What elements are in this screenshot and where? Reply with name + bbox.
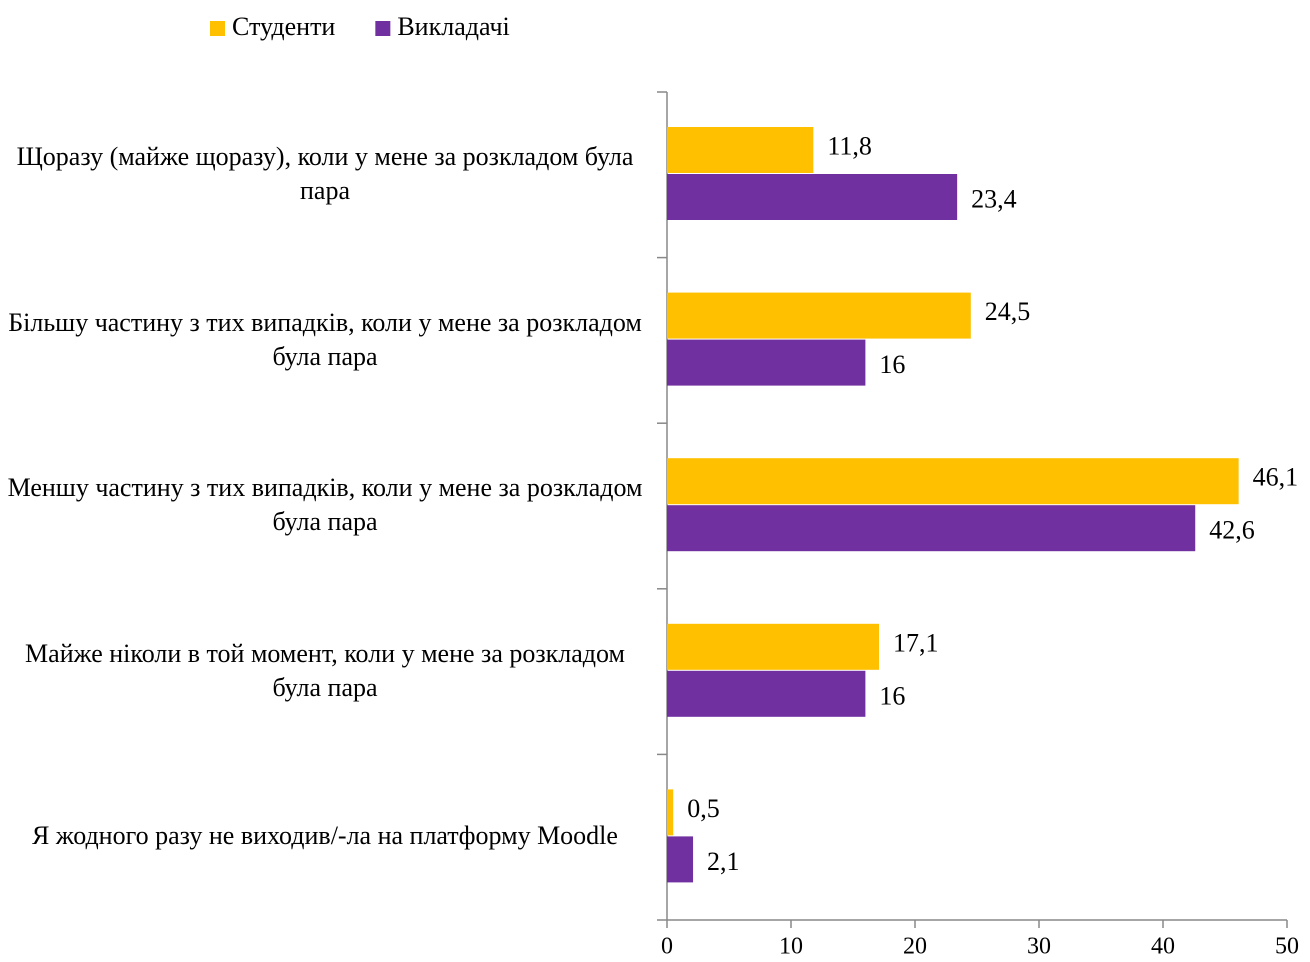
x-tick-label: 0 bbox=[661, 934, 673, 960]
bar bbox=[667, 623, 880, 670]
value-label: 24,5 bbox=[985, 297, 1031, 326]
value-label: 23,4 bbox=[971, 184, 1017, 213]
bar bbox=[667, 339, 866, 386]
x-tick-label: 30 bbox=[1027, 934, 1051, 960]
category-label: Щоразу (майже щоразу), коли у мене за ро… bbox=[16, 142, 634, 205]
category-label: Майже ніколи в той момент, коли у мене з… bbox=[25, 638, 625, 702]
category-label: Більшу частину з тих випадків, коли у ме… bbox=[8, 307, 642, 371]
legend-label: Студенти bbox=[232, 12, 335, 41]
x-tick-label: 50 bbox=[1275, 934, 1299, 960]
category-label: Меншу частину з тих випадків, коли у мен… bbox=[7, 473, 643, 537]
bar bbox=[667, 789, 674, 836]
legend-label: Викладачі bbox=[397, 12, 509, 41]
bar bbox=[667, 292, 971, 339]
bar bbox=[667, 174, 958, 220]
value-label: 17,1 bbox=[893, 628, 939, 657]
bar bbox=[667, 127, 814, 173]
x-tick-label: 10 bbox=[779, 934, 803, 960]
value-label: 0,5 bbox=[687, 794, 720, 823]
value-label: 2,1 bbox=[707, 847, 740, 876]
bar bbox=[667, 670, 866, 717]
legend-swatch bbox=[210, 21, 225, 36]
x-tick-label: 40 bbox=[1151, 934, 1175, 960]
bar bbox=[667, 458, 1239, 505]
value-label: 16 bbox=[879, 350, 905, 379]
x-tick-label: 20 bbox=[903, 934, 927, 960]
value-label: 16 bbox=[879, 681, 905, 710]
legend-swatch bbox=[375, 21, 391, 36]
value-label: 46,1 bbox=[1253, 463, 1299, 492]
category-label: Я жодного разу не виходив/-ла на платфор… bbox=[32, 821, 618, 851]
value-label: 42,6 bbox=[1209, 516, 1255, 545]
value-label: 11,8 bbox=[827, 131, 872, 160]
bar bbox=[667, 836, 694, 883]
bar bbox=[667, 505, 1196, 552]
